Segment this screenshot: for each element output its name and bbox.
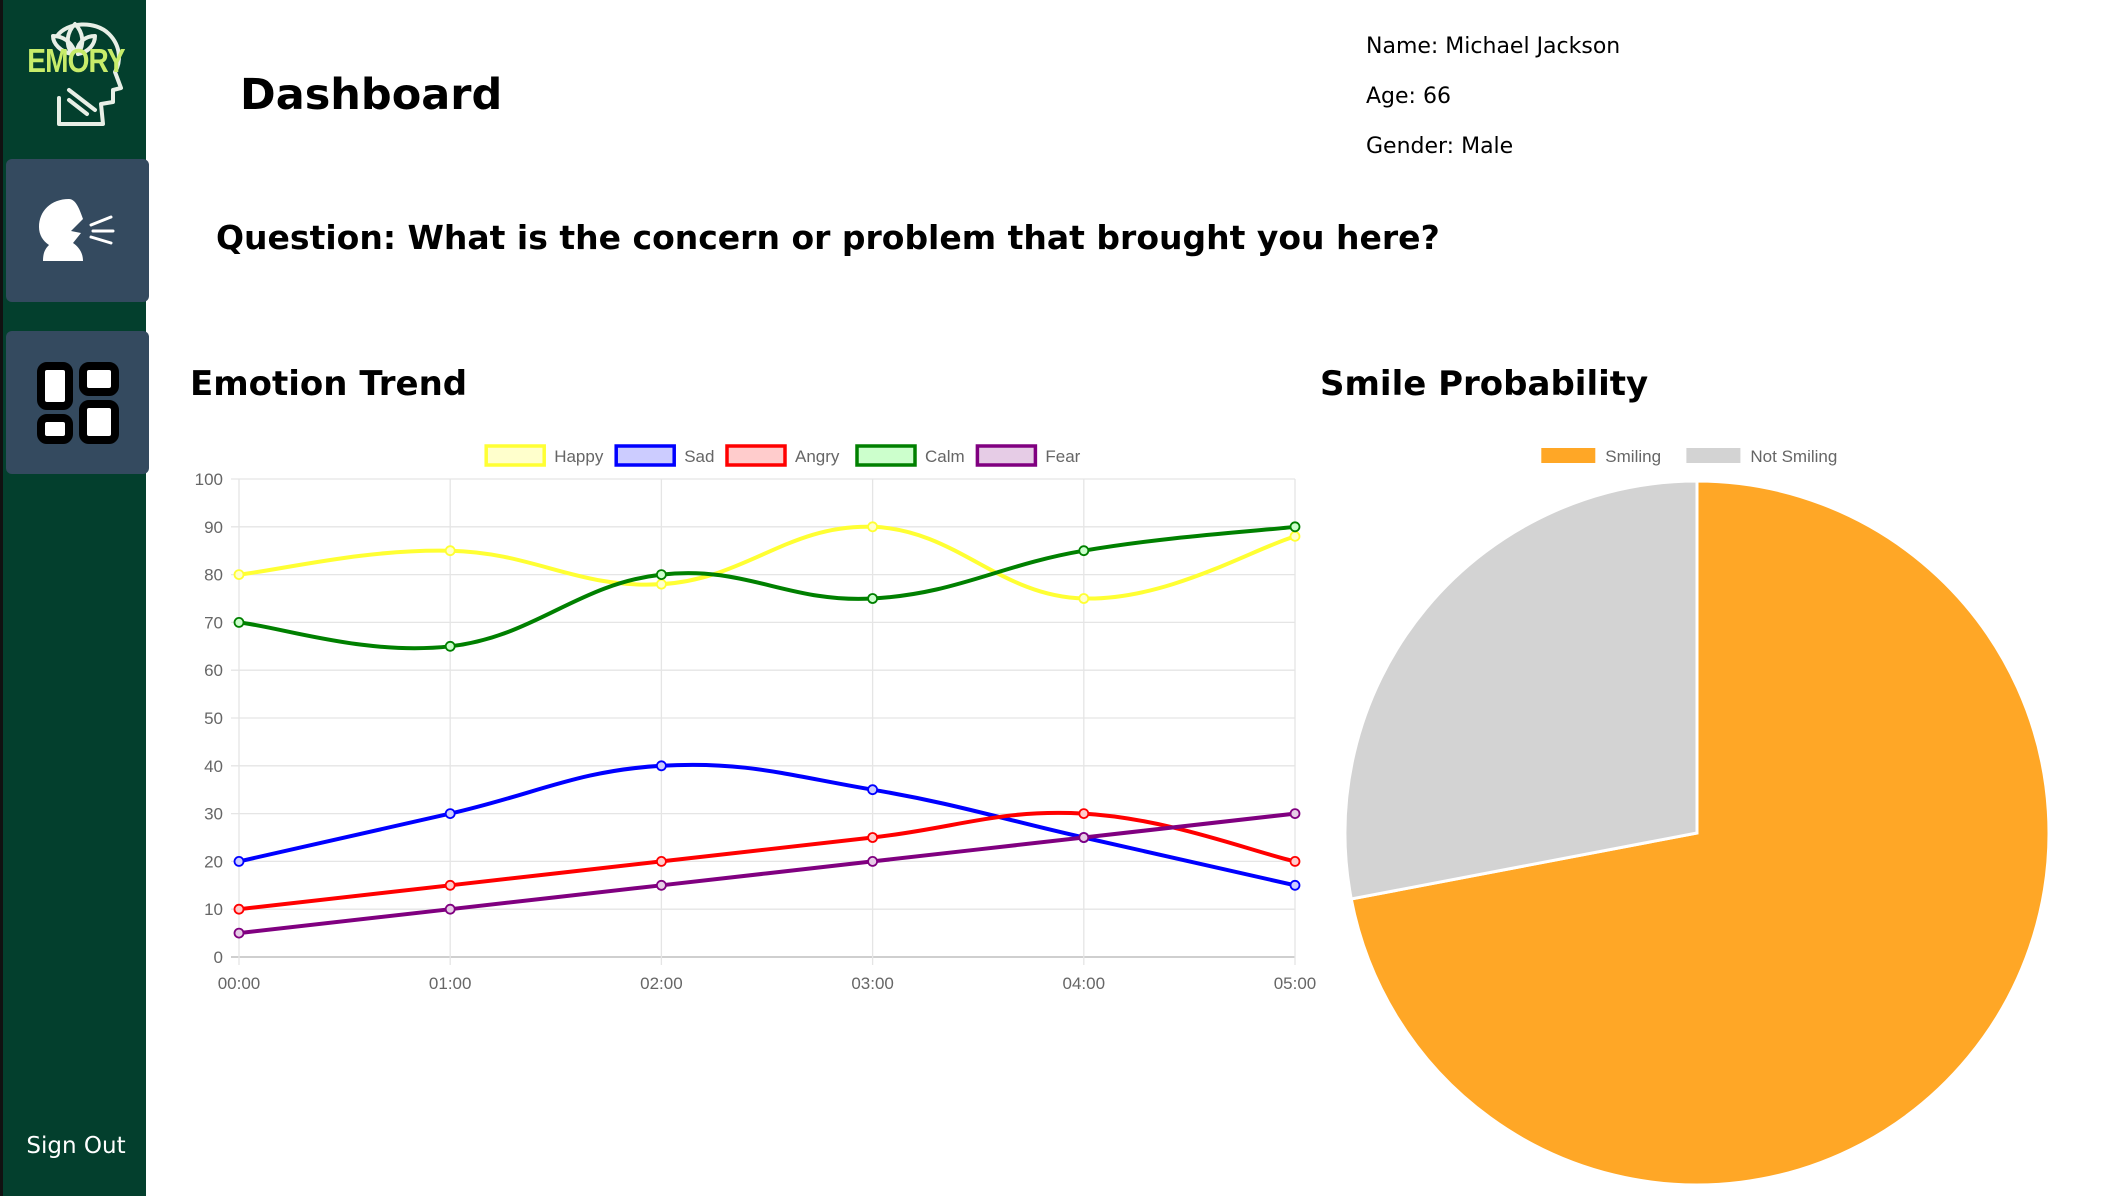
sidebar: EMORY Sign Out	[0, 0, 149, 1196]
data-point-sad[interactable]	[233, 856, 245, 867]
x-tick-label: 04:00	[1063, 974, 1106, 993]
smile-probability-title: Smile Probability	[1320, 364, 1649, 404]
data-point-happy[interactable]	[444, 545, 456, 557]
data-point-fear[interactable]	[656, 879, 667, 891]
y-tick-label: 60	[204, 661, 223, 680]
head-leaf-logo-icon	[51, 22, 123, 126]
data-point-calm[interactable]	[233, 617, 245, 628]
emotion-trend-title: Emotion Trend	[190, 364, 468, 404]
data-point-angry[interactable]	[444, 879, 456, 891]
nav-item-speech[interactable]	[6, 159, 149, 302]
data-point-sad[interactable]	[656, 760, 667, 772]
y-tick-label: 10	[204, 900, 223, 919]
series-line-sad	[238, 762, 1296, 888]
data-point-angry[interactable]	[1078, 808, 1090, 819]
data-point-sad[interactable]	[444, 808, 456, 819]
legend-swatch-happy[interactable]	[484, 444, 546, 467]
logo-text: EMORY	[27, 42, 125, 79]
data-point-fear[interactable]	[233, 927, 245, 939]
data-point-happy[interactable]	[1289, 530, 1301, 542]
y-tick-label: 70	[204, 613, 223, 632]
data-point-happy[interactable]	[233, 569, 245, 580]
data-point-sad[interactable]	[867, 784, 878, 796]
patient-gender: Gender: Male	[1366, 134, 1514, 159]
legend-label-angry[interactable]: Angry	[795, 447, 840, 466]
legend-swatch-fear[interactable]	[975, 444, 1038, 467]
y-tick-label: 80	[204, 566, 223, 585]
series-line-happy	[238, 524, 1296, 601]
x-tick-label: 01:00	[429, 974, 472, 993]
data-point-sad[interactable]	[1289, 879, 1301, 891]
patient-age: Age: 66	[1366, 84, 1451, 109]
data-point-calm[interactable]	[444, 640, 456, 652]
data-point-happy[interactable]	[656, 578, 667, 590]
data-point-fear[interactable]	[867, 856, 878, 867]
data-point-happy[interactable]	[1078, 593, 1090, 604]
speaking-head-icon	[38, 198, 114, 261]
data-point-calm[interactable]	[1078, 545, 1090, 557]
question-text: Question: What is the concern or problem…	[216, 218, 1440, 257]
data-point-angry[interactable]	[1289, 856, 1301, 867]
data-point-calm[interactable]	[867, 593, 878, 604]
pie-slice-not-smiling[interactable]	[1343, 479, 1699, 901]
x-tick-label: 00:00	[218, 974, 261, 993]
data-point-calm[interactable]	[1289, 521, 1301, 533]
nav-item-dashboard[interactable]	[6, 331, 149, 474]
data-point-angry[interactable]	[233, 903, 245, 915]
series-line-fear	[238, 811, 1296, 936]
pie-slice-smiling[interactable]	[1349, 479, 2051, 1187]
x-tick-label: 05:00	[1274, 974, 1317, 993]
series-line-angry	[238, 810, 1296, 912]
series-line-calm	[238, 524, 1296, 651]
y-tick-label: 50	[204, 709, 223, 728]
x-tick-label: 02:00	[640, 974, 683, 993]
page-title: Dashboard	[240, 70, 503, 120]
legend-label-sad[interactable]: Sad	[684, 447, 714, 466]
legend-label-happy[interactable]: Happy	[554, 447, 604, 466]
legend-swatch-angry[interactable]	[725, 444, 787, 467]
y-tick-label: 40	[204, 757, 223, 776]
data-point-angry[interactable]	[867, 832, 878, 843]
data-point-angry[interactable]	[656, 856, 667, 867]
legend-swatch-calm[interactable]	[855, 444, 917, 467]
legend-label-fear[interactable]: Fear	[1045, 447, 1080, 466]
legend-swatch-sad[interactable]	[614, 444, 676, 467]
data-point-calm[interactable]	[656, 569, 667, 580]
dashboard-grid-icon	[36, 361, 119, 444]
y-tick-label: 0	[214, 948, 223, 967]
sign-out-button[interactable]: Sign Out	[26, 1133, 126, 1159]
data-point-fear[interactable]	[1078, 832, 1090, 843]
x-tick-label: 03:00	[851, 974, 894, 993]
data-point-happy[interactable]	[867, 521, 878, 533]
data-point-fear[interactable]	[1289, 808, 1301, 819]
patient-name: Name: Michael Jackson	[1366, 34, 1621, 59]
legend-label-calm[interactable]: Calm	[925, 447, 965, 466]
y-tick-label: 90	[204, 518, 223, 537]
logo[interactable]	[17, 14, 137, 130]
y-tick-label: 20	[204, 852, 223, 871]
y-tick-label: 100	[195, 470, 223, 489]
y-tick-label: 30	[204, 805, 223, 824]
data-point-fear[interactable]	[444, 903, 456, 915]
